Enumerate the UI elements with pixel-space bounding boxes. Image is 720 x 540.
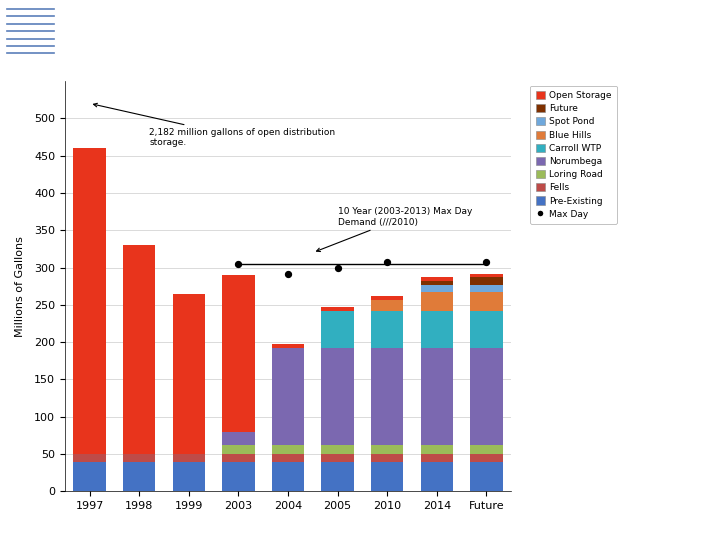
Point <box>233 260 244 268</box>
Text: 2,182 million gallons of open distribution
storage.: 2,182 million gallons of open distributi… <box>94 103 336 147</box>
Bar <box>73 148 106 454</box>
Bar <box>420 445 453 454</box>
Bar <box>73 454 106 462</box>
Bar <box>470 445 503 454</box>
Bar <box>321 462 354 491</box>
Bar <box>272 445 304 454</box>
Bar <box>470 454 503 462</box>
Bar <box>321 307 354 311</box>
Bar <box>371 445 403 454</box>
Bar <box>470 348 503 445</box>
Bar <box>222 275 255 431</box>
Bar <box>222 462 255 491</box>
Point <box>332 263 343 272</box>
Bar <box>371 311 403 348</box>
Bar <box>272 462 304 491</box>
Point <box>481 257 492 266</box>
Bar <box>123 454 156 462</box>
Bar <box>73 462 106 491</box>
Text: MWRA Metropolitan Area Storage Capacity Over Time: MWRA Metropolitan Area Storage Capacity … <box>72 22 665 40</box>
Text: 10 Year (2003-2013) Max Day
Demand (///2010): 10 Year (2003-2013) Max Day Demand (///2… <box>317 207 472 252</box>
Bar <box>222 445 255 454</box>
Bar <box>371 348 403 445</box>
Bar <box>420 348 453 445</box>
Legend: Open Storage, Future, Spot Pond, Blue Hills, Carroll WTP, Norumbega, Loring Road: Open Storage, Future, Spot Pond, Blue Hi… <box>530 85 617 224</box>
Bar <box>371 296 403 300</box>
Bar <box>420 462 453 491</box>
Bar <box>321 348 354 445</box>
Bar <box>272 348 304 445</box>
Bar <box>420 311 453 348</box>
Bar <box>173 294 205 454</box>
Bar <box>371 462 403 491</box>
Bar <box>321 454 354 462</box>
Bar <box>470 292 503 311</box>
Point <box>282 270 294 279</box>
Point <box>382 258 393 267</box>
Bar <box>470 277 503 285</box>
Bar <box>173 462 205 491</box>
Bar <box>420 454 453 462</box>
Bar <box>470 311 503 348</box>
Bar <box>321 445 354 454</box>
Ellipse shape <box>4 5 58 57</box>
Bar <box>222 454 255 462</box>
Bar <box>123 462 156 491</box>
Bar <box>371 300 403 311</box>
Bar <box>470 285 503 292</box>
Bar <box>272 345 304 348</box>
Bar <box>420 277 453 281</box>
Bar <box>470 274 503 277</box>
Bar <box>173 454 205 462</box>
Bar <box>272 454 304 462</box>
Bar <box>420 285 453 292</box>
Bar <box>321 311 354 348</box>
Y-axis label: Millions of Gallons: Millions of Gallons <box>14 236 24 336</box>
Bar <box>123 245 156 454</box>
Bar <box>371 454 403 462</box>
Bar <box>420 292 453 311</box>
Bar <box>222 431 255 445</box>
Bar <box>420 281 453 285</box>
Bar <box>470 462 503 491</box>
